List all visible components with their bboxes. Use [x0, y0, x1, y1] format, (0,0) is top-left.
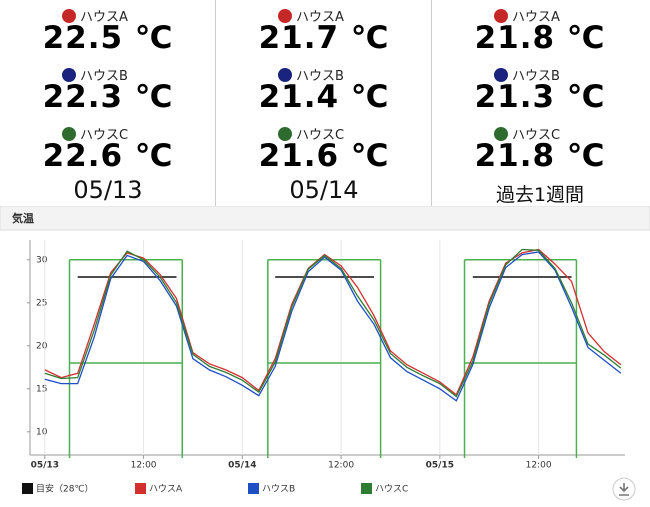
house-label: ハウスC	[278, 124, 344, 143]
house-label: ハウスA	[278, 6, 344, 25]
house-label: ハウスA	[494, 6, 560, 25]
house-name: ハウスC	[512, 128, 561, 143]
legend-swatch	[248, 483, 259, 494]
house-name: ハウスC	[296, 128, 345, 143]
legend-label: 目安（28℃）	[36, 483, 94, 495]
series-line	[44, 248, 622, 398]
chart-title: 気温	[12, 211, 34, 225]
series-line	[44, 248, 622, 396]
period-label: 過去1週間	[495, 184, 585, 206]
house-dot	[278, 126, 292, 141]
house-label: ハウスB	[62, 65, 128, 84]
temperature: 21.8 ℃	[474, 20, 606, 56]
temperature: 21.7 ℃	[258, 20, 390, 56]
temperature: 22.3 ℃	[42, 79, 174, 115]
y-tick-label: 10	[36, 427, 48, 437]
legend-label: ハウスA	[149, 484, 183, 495]
chart-header	[0, 206, 650, 231]
station-column: ハウスA 22.5 ℃ ハウスB 22.3 ℃ ハウスC 22.6 ℃ 05/13	[0, 0, 216, 206]
y-tick-label: 30	[36, 255, 48, 265]
house-name: ハウスA	[296, 10, 344, 25]
x-tick-label: 12:00	[328, 461, 354, 471]
temperature: 21.8 ℃	[474, 138, 606, 174]
period-label: 05/14	[289, 176, 359, 204]
legend-swatch	[22, 483, 33, 494]
house-dot	[62, 126, 76, 141]
house-dot	[494, 126, 508, 141]
x-tick-label: 05/14	[228, 461, 256, 471]
chart: 気温 10 15 20 25 30 05/13 12:00 05/14 12:00 05/15 12…	[0, 206, 650, 501]
x-tick-label: 12:00	[131, 461, 157, 471]
station-column: ハウスA 21.7 ℃ ハウスB 21.4 ℃ ハウスC 21.6 ℃ 05/14	[216, 0, 432, 206]
legend-swatch	[361, 483, 372, 494]
summary-panel: ハウスA 22.5 ℃ ハウスB 22.3 ℃ ハウスC 22.6 ℃ 05/13 ハウスA 2…	[0, 0, 650, 206]
house-dot	[278, 67, 292, 82]
x-tick-label: 12:00	[526, 461, 552, 471]
house-dot	[62, 8, 76, 23]
x-tick-label: 05/15	[426, 461, 454, 471]
period-label: 05/13	[73, 176, 143, 204]
house-name: ハウスB	[296, 69, 344, 84]
house-dot	[278, 8, 292, 23]
house-name: ハウスB	[512, 69, 560, 84]
legend-label: ハウスC	[375, 484, 408, 495]
temperature: 21.6 ℃	[258, 138, 390, 174]
house-label: ハウスB	[494, 65, 560, 84]
download-button[interactable]	[612, 477, 636, 501]
series-line	[44, 251, 622, 402]
station-column: ハウスA 21.8 ℃ ハウスB 21.3 ℃ ハウスC 21.8 ℃ 過去1週間	[432, 0, 648, 206]
house-label: ハウスC	[62, 124, 128, 143]
legend-label: ハウスB	[262, 484, 295, 495]
temperature: 21.4 ℃	[258, 79, 390, 115]
house-label: ハウスA	[62, 6, 128, 25]
legend-swatch	[135, 483, 146, 494]
y-tick-label: 15	[36, 384, 47, 394]
house-name: ハウスB	[80, 69, 128, 84]
house-dot	[62, 67, 76, 82]
house-dot	[494, 67, 508, 82]
house-label: ハウスB	[278, 65, 344, 84]
x-tick-label: 05/13	[31, 461, 59, 471]
house-name: ハウスA	[80, 10, 128, 25]
house-dot	[494, 8, 508, 23]
temperature: 21.3 ℃	[474, 79, 606, 115]
y-tick-label: 20	[36, 341, 48, 351]
house-label: ハウスC	[494, 124, 560, 143]
house-name: ハウスC	[80, 128, 129, 143]
house-name: ハウスA	[512, 10, 560, 25]
temperature: 22.6 ℃	[42, 138, 174, 174]
temperature: 22.5 ℃	[42, 20, 174, 56]
y-tick-label: 25	[36, 298, 47, 308]
